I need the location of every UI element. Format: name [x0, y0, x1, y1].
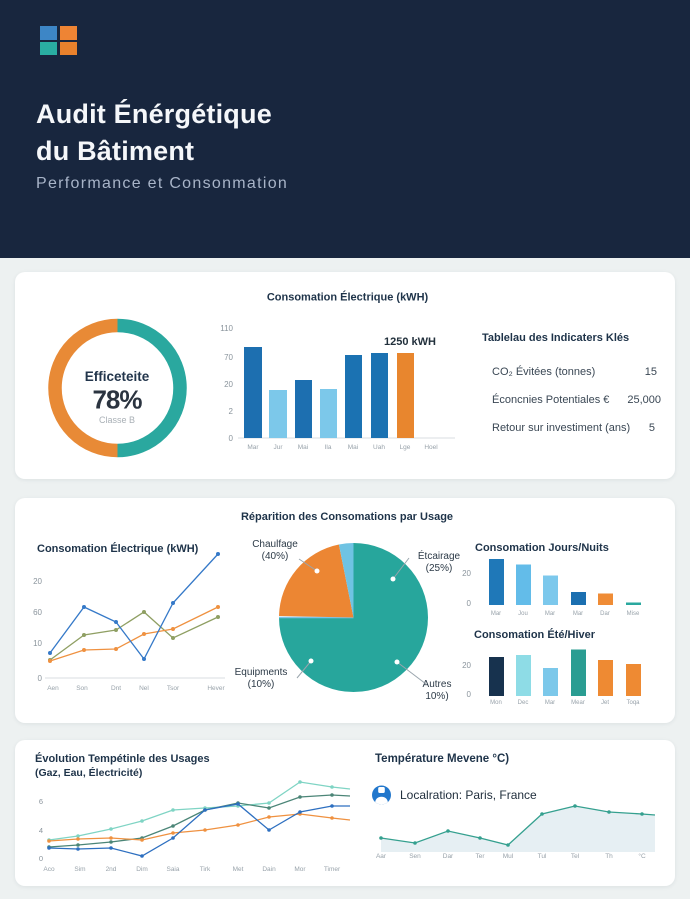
svg-text:60: 60	[33, 608, 42, 617]
svg-text:20: 20	[224, 380, 233, 389]
svg-text:Tsor: Tsor	[167, 685, 180, 692]
svg-text:Dim: Dim	[136, 866, 148, 873]
svg-text:10: 10	[33, 639, 42, 648]
svg-text:0: 0	[467, 599, 472, 608]
svg-text:CO₂ Évitées (tonnes): CO₂ Évitées (tonnes)	[492, 365, 595, 378]
svg-text:4: 4	[39, 826, 43, 835]
svg-text:Sen: Sen	[409, 853, 421, 860]
svg-text:Consomation Jours/Nuits: Consomation Jours/Nuits	[475, 542, 609, 554]
svg-text:78%: 78%	[92, 385, 142, 415]
svg-text:Mul: Mul	[503, 853, 514, 860]
svg-text:Chaulfage: Chaulfage	[252, 539, 298, 550]
svg-text:Mar: Mar	[247, 444, 259, 451]
svg-text:Température Mevene °C): Température Mevene °C)	[375, 753, 509, 765]
svg-text:15: 15	[645, 366, 657, 378]
svg-text:Aen: Aen	[47, 685, 59, 692]
svg-text:Dar: Dar	[443, 853, 454, 860]
svg-text:Hever: Hever	[207, 685, 225, 692]
svg-text:0: 0	[39, 854, 43, 863]
svg-text:0: 0	[229, 434, 234, 443]
svg-text:Mar: Mar	[545, 700, 555, 706]
svg-text:Jur: Jur	[273, 444, 283, 451]
svg-text:Dnt: Dnt	[111, 685, 121, 692]
svg-text:Aco: Aco	[43, 866, 55, 873]
svg-text:Nel: Nel	[139, 685, 149, 692]
svg-text:2nd: 2nd	[106, 866, 117, 873]
svg-text:(Gaz, Eau, Électricité): (Gaz, Eau, Électricité)	[35, 766, 142, 779]
svg-text:0: 0	[38, 674, 43, 683]
svg-text:1250 kWH: 1250 kWH	[384, 336, 436, 348]
svg-text:Mon: Mon	[490, 700, 502, 706]
svg-text:Ila: Ila	[325, 444, 332, 451]
svg-text:Timer: Timer	[324, 866, 341, 873]
svg-text:Jou: Jou	[518, 611, 528, 617]
svg-text:Mai: Mai	[348, 444, 358, 451]
svg-text:Tirk: Tirk	[200, 866, 211, 873]
svg-text:Évolution Tempétinle des Usage: Évolution Tempétinle des Usages	[35, 752, 210, 765]
svg-text:Efficeteite: Efficeteite	[85, 369, 150, 384]
svg-text:Localration: Paris, France: Localration: Paris, France	[400, 788, 537, 802]
svg-text:(40%): (40%)	[262, 551, 289, 562]
svg-text:Mar: Mar	[573, 611, 583, 617]
svg-text:Consomation Électrique (kWH): Consomation Électrique (kWH)	[267, 291, 429, 304]
svg-text:Tablelau des Indicaters Klés: Tablelau des Indicaters Klés	[482, 332, 629, 344]
svg-text:Tel: Tel	[571, 853, 580, 860]
svg-text:Hoel: Hoel	[424, 444, 438, 451]
svg-text:Ter: Ter	[475, 853, 485, 860]
svg-text:Mear: Mear	[571, 700, 585, 706]
svg-text:Tul: Tul	[538, 853, 547, 860]
svg-text:Étcairage: Étcairage	[418, 549, 461, 562]
svg-text:Consomation Électrique (kWH): Consomation Électrique (kWH)	[37, 542, 199, 555]
svg-text:Classe B: Classe B	[99, 415, 135, 425]
svg-text:6: 6	[39, 797, 43, 806]
svg-text:20: 20	[462, 569, 471, 578]
svg-text:5: 5	[649, 422, 655, 434]
svg-text:25,000: 25,000	[627, 394, 661, 406]
svg-text:Mise: Mise	[627, 611, 640, 617]
svg-text:Met: Met	[233, 866, 244, 873]
svg-text:Uah: Uah	[373, 444, 385, 451]
svg-text:Dar: Dar	[600, 611, 610, 617]
svg-text:Mor: Mor	[294, 866, 306, 873]
svg-text:Éconcnies Potentiales €: Éconcnies Potentiales €	[492, 393, 609, 406]
svg-text:20: 20	[33, 577, 42, 586]
svg-text:Saia: Saia	[166, 866, 179, 873]
svg-text:Dec: Dec	[518, 700, 529, 706]
svg-text:2: 2	[229, 407, 234, 416]
svg-text:Consomation Été/Hiver: Consomation Été/Hiver	[474, 628, 596, 641]
svg-text:Equipments: Equipments	[235, 667, 288, 678]
svg-text:Lge: Lge	[400, 444, 411, 451]
svg-text:110: 110	[220, 324, 233, 333]
svg-text:°C: °C	[638, 852, 646, 860]
svg-text:20: 20	[462, 661, 471, 670]
svg-text:Toqa: Toqa	[626, 700, 640, 706]
svg-text:Autres: Autres	[423, 679, 452, 690]
svg-text:Réparition des Consomations pa: Réparition des Consomations par Usage	[241, 511, 453, 523]
svg-text:Jet: Jet	[601, 700, 609, 706]
svg-text:0: 0	[467, 690, 472, 699]
svg-text:Mar: Mar	[545, 611, 555, 617]
svg-text:Dain: Dain	[262, 866, 276, 873]
svg-text:Retour sur investiment (ans): Retour sur investiment (ans)	[492, 422, 630, 434]
svg-text:Mar: Mar	[491, 611, 501, 617]
svg-text:10%): 10%)	[425, 691, 448, 702]
svg-text:Sim: Sim	[74, 866, 85, 873]
svg-text:Aar: Aar	[376, 853, 387, 860]
svg-text:Th: Th	[605, 853, 613, 860]
svg-text:(25%): (25%)	[426, 563, 453, 574]
svg-text:70: 70	[224, 353, 233, 362]
svg-text:(10%): (10%)	[248, 679, 275, 690]
svg-text:Mai: Mai	[298, 444, 308, 451]
svg-text:Son: Son	[76, 685, 88, 692]
